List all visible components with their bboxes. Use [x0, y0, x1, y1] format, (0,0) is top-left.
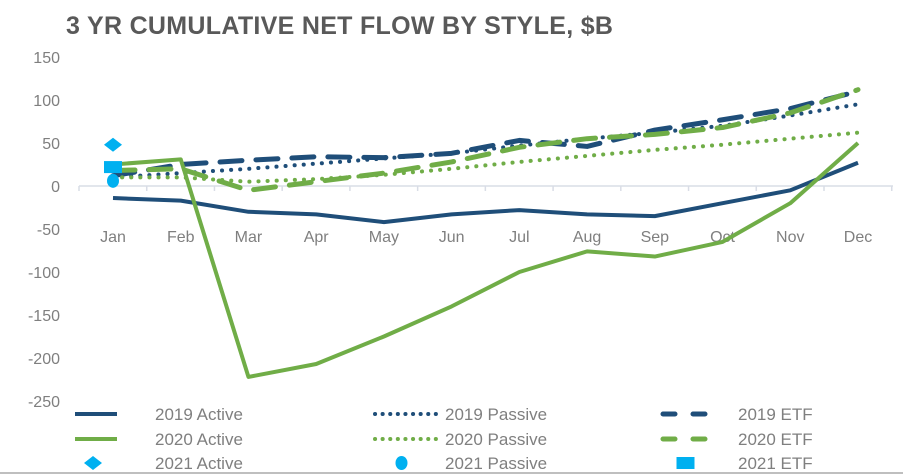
legend-label-2021-active: 2021 Active — [155, 454, 243, 473]
legend-swatch-2021-active — [84, 456, 102, 470]
point-2021-passive — [107, 173, 119, 188]
x-tick-label: Dec — [844, 229, 872, 246]
legend-label-2019-etf: 2019 ETF — [738, 405, 813, 424]
series-2020-active — [112, 141, 860, 379]
x-tick-label: Aug — [573, 229, 601, 246]
y-tick-label: -100 — [28, 265, 60, 282]
legend-label-2019-active: 2019 Active — [155, 405, 243, 424]
chart-title: 3 YR CUMULATIVE NET FLOW BY STYLE, $B — [66, 12, 614, 40]
legend-label-2020-active: 2020 Active — [155, 430, 243, 449]
y-tick-label: 150 — [33, 50, 60, 67]
x-tick-label: Jun — [439, 229, 465, 246]
point-2021-etf — [104, 161, 122, 174]
point-2021-active — [104, 137, 122, 152]
y-tick-label: -50 — [37, 222, 60, 239]
y-tick-label: 100 — [33, 93, 60, 110]
y-tick-label: -200 — [28, 351, 60, 368]
legend-label-2021-etf: 2021 ETF — [738, 454, 813, 473]
series-2019-active — [112, 160, 859, 225]
y-tick-label: -250 — [28, 394, 60, 411]
series-2019-etf — [110, 88, 861, 179]
x-tick-label: Sep — [641, 229, 670, 246]
x-tick-label: Mar — [235, 229, 263, 246]
series-2020-passive — [111, 130, 860, 184]
series-2020-etf — [110, 87, 861, 193]
legend-label-2020-passive: 2020 Passive — [445, 430, 547, 449]
x-tick-label: Apr — [304, 229, 330, 246]
legend-label-2019-passive: 2019 Passive — [445, 405, 547, 424]
y-tick-label: 0 — [51, 179, 60, 196]
legend-swatch-2021-etf — [676, 457, 695, 469]
legend-swatch-2021-passive — [395, 456, 408, 470]
x-tick-label: Feb — [167, 229, 195, 246]
legend-label-2021-passive: 2021 Passive — [445, 454, 547, 473]
series-2019-passive — [111, 102, 860, 180]
y-tick-label: -150 — [28, 308, 60, 325]
legend-label-2020-etf: 2020 ETF — [738, 430, 813, 449]
y-tick-label: 50 — [42, 136, 60, 153]
x-tick-label: Jul — [509, 229, 529, 246]
x-tick-label: Jan — [100, 229, 126, 246]
x-tick-label: May — [369, 229, 399, 246]
x-tick-label: Nov — [776, 229, 804, 246]
